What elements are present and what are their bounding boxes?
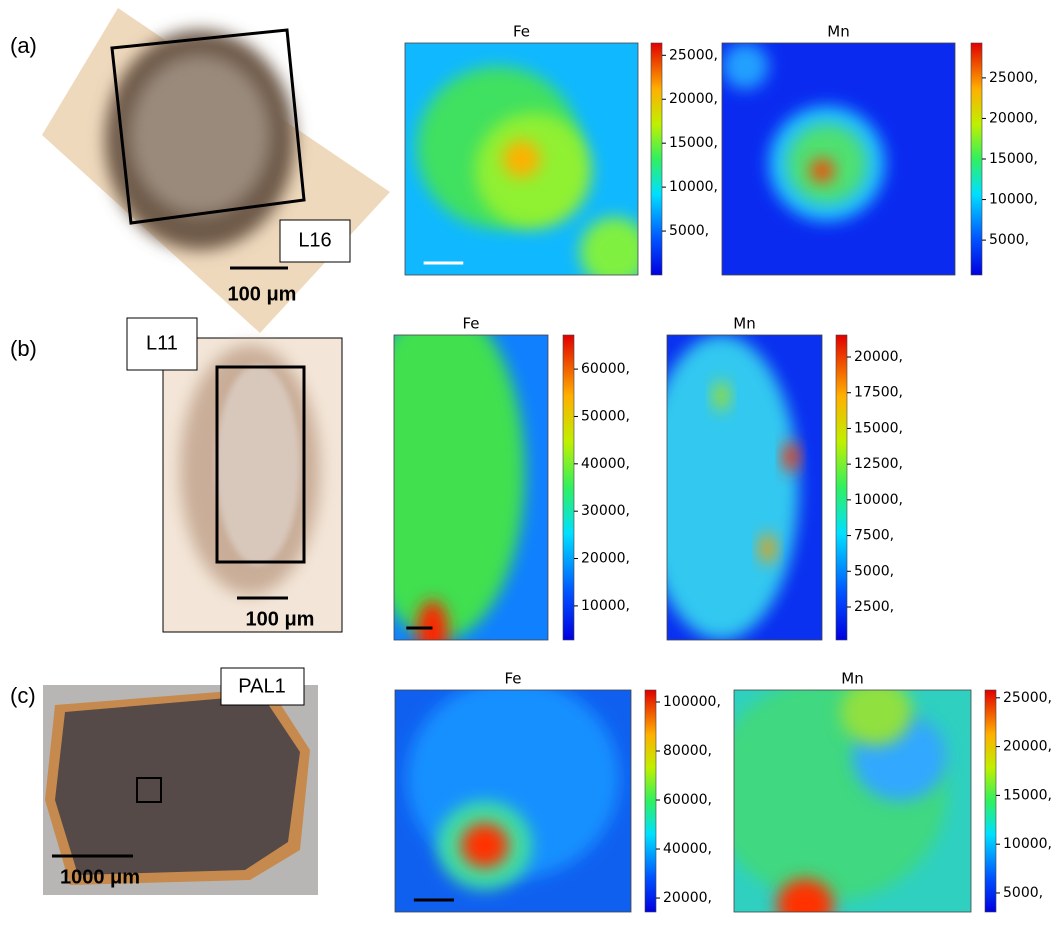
colorbar-tick-label: 10000, xyxy=(989,192,1038,208)
colorbar-tick-label: 25000, xyxy=(989,70,1038,86)
sample-label: L16 xyxy=(298,229,331,251)
colorbar-tick-label: 15000, xyxy=(669,135,718,151)
map-feature xyxy=(811,159,834,182)
colorbar xyxy=(645,690,656,912)
colorbar-tick-label: 15000, xyxy=(989,151,1038,167)
colorbar-tick-label: 60000, xyxy=(581,361,630,377)
figure: (a) L16 100 μm Fe 5000, 10000, 15000, 20000, 250… xyxy=(0,0,1053,925)
element-map xyxy=(710,679,971,925)
map-title: Mn xyxy=(827,23,849,41)
map-feature xyxy=(783,442,799,473)
colorbar-tick-label: 20000, xyxy=(581,551,630,567)
colorbar-tick-label: 50000, xyxy=(581,408,630,424)
colorbar-tick-label: 20000, xyxy=(854,349,903,365)
map-title: Mn xyxy=(841,670,863,688)
colorbar-tick-label: 10000, xyxy=(669,179,718,195)
colorbar-tick-label: 15000, xyxy=(1003,787,1052,803)
element-map xyxy=(356,305,549,662)
map-title: Fe xyxy=(462,315,479,333)
scale-bar-label: 100 μm xyxy=(228,283,297,305)
panel-label: (c) xyxy=(10,683,36,708)
colorbar-tick-label: 5000, xyxy=(854,563,894,579)
colorbar-tick-label: 2500, xyxy=(854,599,894,615)
photo-a xyxy=(42,8,390,333)
map-title: Fe xyxy=(513,23,530,41)
map-feature xyxy=(841,679,912,746)
colorbar-tick-label: 5000, xyxy=(1003,885,1043,901)
sample-label: L11 xyxy=(146,332,178,354)
colorbar-tick-label: 10000, xyxy=(1003,836,1052,852)
panel-label: (a) xyxy=(10,33,37,58)
element-map xyxy=(405,43,650,287)
colorbar-tick-label: 12500, xyxy=(854,456,903,472)
colorbar-tick-label: 30000, xyxy=(581,503,630,519)
map-feature xyxy=(714,381,730,412)
element-map xyxy=(395,679,631,912)
colorbar-tick-label: 10000, xyxy=(854,492,903,508)
colorbar-tick-label: 100000, xyxy=(663,694,721,710)
map-title: Mn xyxy=(733,315,755,333)
colorbar-tick-label: 80000, xyxy=(663,743,712,759)
colorbar xyxy=(651,43,662,275)
panel-label: (b) xyxy=(10,336,37,361)
map-feature xyxy=(580,217,650,287)
colorbar-tick-label: 5000, xyxy=(989,232,1029,248)
map-title: Fe xyxy=(504,670,521,688)
photo-c xyxy=(43,668,318,895)
colorbar xyxy=(971,43,982,275)
colorbar-tick-label: 10000, xyxy=(581,598,630,614)
map-feature xyxy=(760,533,776,564)
sample-label: PAL1 xyxy=(238,675,285,697)
colorbar-tick-label: 20000, xyxy=(663,890,712,906)
colorbar xyxy=(563,335,574,640)
colorbar-tick-label: 40000, xyxy=(581,456,630,472)
scale-bar-label: 100 μm xyxy=(246,608,315,630)
map-feature xyxy=(722,43,769,89)
colorbar-tick-label: 25000, xyxy=(1003,690,1052,706)
colorbar xyxy=(836,335,847,640)
colorbar-tick-label: 40000, xyxy=(663,841,712,857)
colorbar-tick-label: 15000, xyxy=(854,420,903,436)
map-feature xyxy=(356,305,525,641)
map-feature xyxy=(503,140,540,177)
photo-b xyxy=(127,318,342,632)
colorbar-tick-label: 60000, xyxy=(663,792,712,808)
colorbar-tick-label: 20000, xyxy=(989,110,1038,126)
colorbar-tick-label: 17500, xyxy=(854,385,903,401)
map-feature xyxy=(461,823,508,867)
map-feature xyxy=(417,600,448,661)
scale-bar-label: 1000 μm xyxy=(60,866,140,888)
colorbar-tick-label: 25000, xyxy=(669,47,718,63)
colorbar-tick-label: 5000, xyxy=(669,223,709,239)
colorbar xyxy=(985,690,996,912)
element-map xyxy=(722,43,955,275)
element-map xyxy=(644,335,822,640)
colorbar-tick-label: 20000, xyxy=(1003,739,1052,755)
colorbar-tick-label: 7500, xyxy=(854,528,894,544)
colorbar-tick-label: 20000, xyxy=(669,91,718,107)
